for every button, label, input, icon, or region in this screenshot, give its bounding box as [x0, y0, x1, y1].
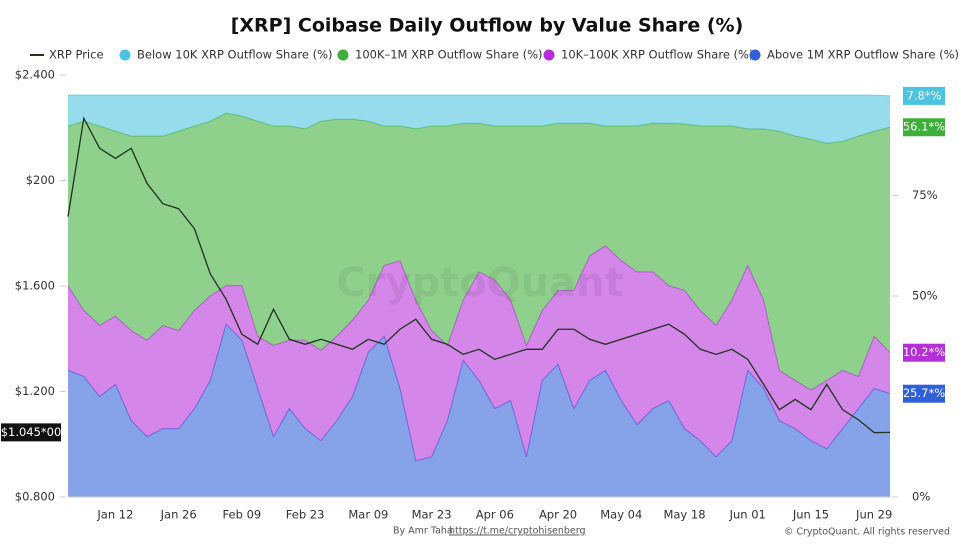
value-label-box: [903, 118, 945, 137]
area: [68, 245, 890, 461]
price-line: [67, 116, 891, 434]
watermark: CryptoQuant: [336, 260, 623, 306]
x-tick-label: May 18: [663, 508, 705, 522]
value-label: 25.7*%: [903, 386, 945, 400]
x-tick-label: May 04: [600, 508, 642, 522]
legend-label: 100K–1M XRP Outflow Share (%): [355, 48, 543, 62]
credit-link[interactable]: https://t.me/cryptohisenberg: [449, 526, 586, 537]
legend-label: 10K–100K XRP Outflow Share (%): [561, 48, 753, 62]
legend-marker: [543, 49, 555, 61]
y2-tick-label: 0%: [912, 490, 930, 504]
credit: By Amr Taha: [393, 526, 453, 537]
value-label-box: [903, 384, 945, 403]
value-label: 10.2*%: [903, 345, 945, 359]
x-tick-label: Jun 15: [792, 508, 829, 522]
y2-tick-label: 75%: [912, 188, 938, 202]
legend-label: XRP Price: [49, 48, 104, 62]
price-label: $1.045*00: [1, 425, 62, 439]
x-tick-label: Mar 09: [348, 508, 388, 522]
legend-label: Above 1M XRP Outflow Share (%): [767, 48, 959, 62]
y-tick-label: $1.600: [15, 279, 55, 293]
area: [68, 95, 890, 144]
value-label-box: [903, 343, 945, 362]
x-tick-label: Jun 29: [855, 508, 892, 522]
price-label-box: [1, 423, 61, 442]
y-tick-label: $2.400: [15, 68, 55, 82]
x-tick-label: Mar 23: [412, 508, 452, 522]
chart-title: [XRP] Coibase Daily Outflow by Value Sha…: [231, 15, 744, 37]
y-tick-label: $0.800: [15, 490, 55, 504]
legend-marker: [337, 49, 349, 61]
y2-tick-label: 50%: [912, 289, 938, 303]
value-label-box: [903, 86, 945, 105]
area: [68, 324, 890, 497]
y-tick-label: $1.200: [15, 384, 55, 398]
legend-marker: [749, 49, 761, 61]
legend-marker: [119, 49, 131, 61]
x-tick-label: Feb 09: [223, 508, 262, 522]
y-tick-label: $200: [26, 173, 55, 187]
x-tick-label: Jun 01: [729, 508, 766, 522]
x-tick-label: Apr 20: [539, 508, 577, 522]
value-label: 7.8*%: [907, 88, 942, 102]
area-edge: [68, 94, 891, 97]
area: [68, 113, 890, 391]
plot-area: [67, 94, 891, 497]
x-tick-label: Jan 26: [160, 508, 197, 522]
value-label: 56.1*%: [903, 120, 945, 134]
x-tick-label: Apr 06: [476, 508, 514, 522]
legend-label: Below 10K XRP Outflow Share (%): [137, 48, 332, 62]
x-tick-label: Feb 23: [286, 508, 325, 522]
x-tick-label: Jan 12: [96, 508, 133, 522]
copyright: © CryptoQuant. All rights reserved: [784, 527, 950, 538]
